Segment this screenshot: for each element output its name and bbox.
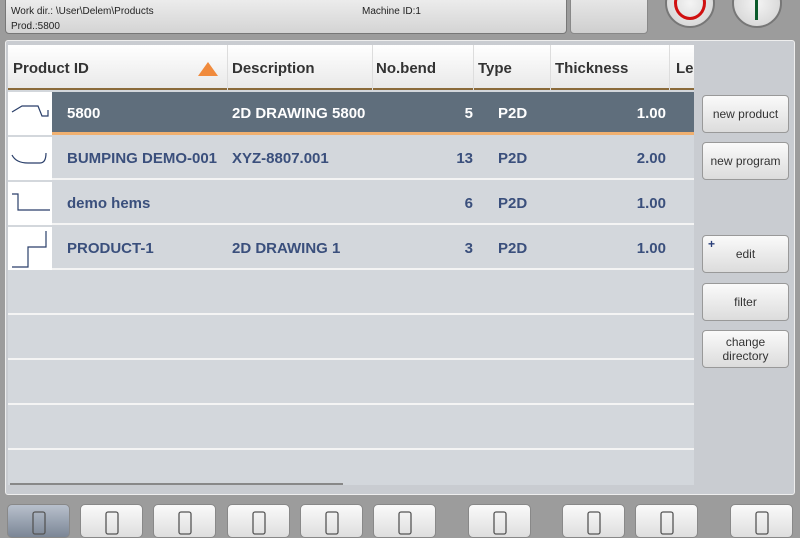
col-length[interactable]: Le <box>676 60 694 77</box>
machine-tab[interactable] <box>635 504 698 538</box>
new-program-button[interactable]: new program <box>702 142 789 180</box>
cell-product-id: 5800 <box>67 105 101 122</box>
edit-label: edit <box>735 247 756 261</box>
cell-type: P2D <box>498 105 528 122</box>
cell-description: XYZ-8807.001 <box>232 150 329 167</box>
start-button[interactable] <box>732 0 782 28</box>
col-no-bend[interactable]: No.bend <box>376 60 436 77</box>
filter-button[interactable]: filter <box>702 283 789 321</box>
cell-no-bend: 6 <box>464 195 473 212</box>
table-row[interactable]: BUMPING DEMO-001 XYZ-8807.001 13 P2D 2.0… <box>8 137 694 180</box>
tools-icon <box>177 511 192 535</box>
new-product-button[interactable]: new product <box>702 95 789 133</box>
machine-icon <box>659 511 674 535</box>
product-thumbnail <box>8 137 52 180</box>
col-type[interactable]: Type <box>478 60 512 77</box>
table-header: Product ID Description No.bend Type Thic… <box>8 45 694 90</box>
product-name: Prod.:5800 <box>11 21 60 32</box>
bend-icon <box>251 511 266 535</box>
stop-icon <box>674 0 706 20</box>
products-icon <box>31 511 46 535</box>
cell-type: P2D <box>498 240 528 257</box>
cell-thickness: 2.00 <box>636 150 666 167</box>
edit-plus-icon: + <box>708 237 716 251</box>
status-box <box>570 0 648 34</box>
list-icon <box>586 511 601 535</box>
col-description[interactable]: Description <box>232 60 315 77</box>
col-thickness[interactable]: Thickness <box>555 60 629 77</box>
horizontal-scrollbar[interactable] <box>10 483 343 485</box>
cell-no-bend: 3 <box>464 240 473 257</box>
cell-no-bend: 5 <box>464 105 473 122</box>
cell-thickness: 1.00 <box>636 240 666 257</box>
cell-thickness: 1.00 <box>636 195 666 212</box>
product-thumbnail <box>8 92 52 135</box>
table-row <box>8 407 694 450</box>
table-row <box>8 362 694 405</box>
cell-product-id: BUMPING DEMO-001 <box>67 150 218 167</box>
info-bar: Work dir.: \User\Delem\Products Machine … <box>5 0 567 34</box>
product-table: Product ID Description No.bend Type Thic… <box>8 45 694 485</box>
start-icon <box>755 0 758 20</box>
table-row[interactable]: 5800 2D DRAWING 5800 5 P2D 1.00 <box>8 92 694 135</box>
cell-product-id: demo hems <box>67 195 151 212</box>
work-dir: Work dir.: \User\Delem\Products <box>11 6 154 17</box>
list-tab[interactable] <box>562 504 625 538</box>
table-row <box>8 317 694 360</box>
cell-type: P2D <box>498 150 528 167</box>
table-row <box>8 452 694 485</box>
auto-tab[interactable] <box>373 504 436 538</box>
cell-description: 2D DRAWING 5800 <box>232 105 366 122</box>
manual-icon <box>492 511 507 535</box>
help-icon <box>754 511 769 535</box>
draw-icon <box>104 511 119 535</box>
edit-button[interactable]: + edit <box>702 235 789 273</box>
sort-asc-icon <box>198 62 218 76</box>
table-row <box>8 272 694 315</box>
cell-description: 2D DRAWING 1 <box>232 240 341 257</box>
table-row[interactable]: PRODUCT-1 2D DRAWING 1 3 P2D 1.00 <box>8 227 694 270</box>
product-thumbnail <box>8 227 52 270</box>
stop-button[interactable] <box>665 0 715 28</box>
cell-type: P2D <box>498 195 528 212</box>
auto-icon <box>397 511 412 535</box>
programs-icon <box>324 511 339 535</box>
table-row[interactable]: demo hems 6 P2D 1.00 <box>8 182 694 225</box>
product-thumbnail <box>8 182 52 225</box>
col-product-id[interactable]: Product ID <box>13 60 89 77</box>
machine-id: Machine ID:1 <box>362 6 421 17</box>
cell-thickness: 1.00 <box>636 105 666 122</box>
cell-no-bend: 13 <box>456 150 473 167</box>
change-directory-button[interactable]: change directory <box>702 330 789 368</box>
draw-tab[interactable] <box>80 504 143 538</box>
cell-product-id: PRODUCT-1 <box>67 240 154 257</box>
bend-tab[interactable] <box>227 504 290 538</box>
